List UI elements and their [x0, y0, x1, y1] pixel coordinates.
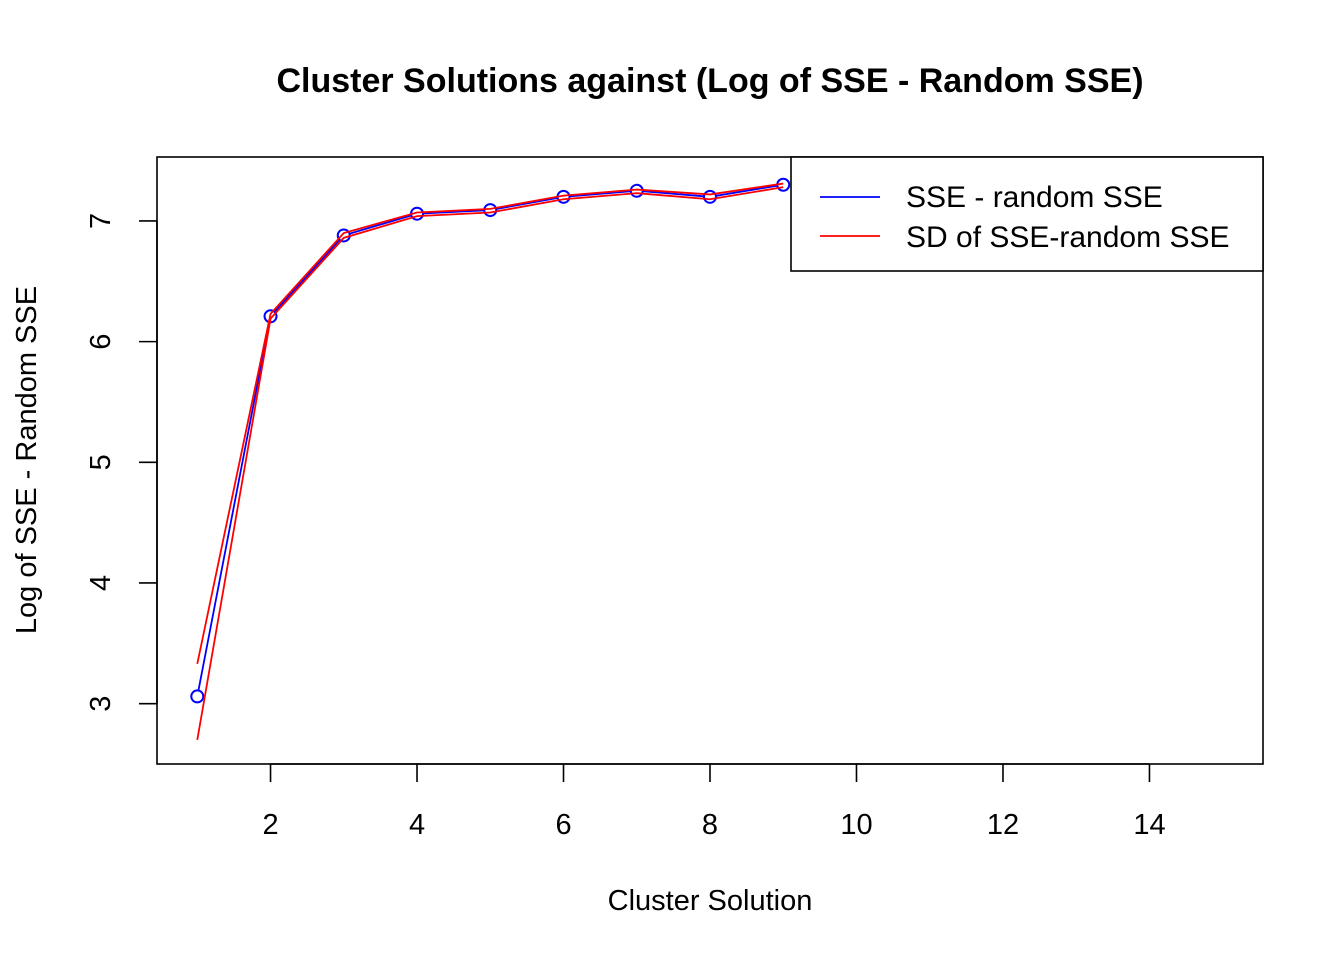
sd-lower-line	[196, 186, 784, 741]
data-point-sse	[703, 189, 717, 204]
data-point-sse	[483, 203, 498, 218]
y-tick-label: 5	[85, 454, 117, 470]
x-tick-label: 12	[987, 809, 1019, 841]
sd-upper-line	[196, 182, 784, 665]
series-line-sse	[196, 183, 784, 697]
legend-label-sd: SD of SSE-random SSE	[906, 221, 1229, 254]
y-axis: 3 4 5 6 7	[85, 213, 158, 712]
y-axis-label: Log of SSE - Random SSE	[11, 286, 43, 634]
chart-title: Cluster Solutions against (Log of SSE - …	[276, 62, 1143, 100]
y-tick-label: 7	[85, 213, 117, 229]
y-tick-label: 4	[85, 575, 117, 591]
legend-label-sse: SSE - random SSE	[906, 181, 1163, 214]
x-tick-label: 14	[1133, 809, 1165, 841]
x-tick-label: 10	[840, 809, 872, 841]
legend: SSE - random SSE SD of SSE-random SSE	[790, 156, 1264, 272]
x-tick-label: 6	[555, 809, 571, 841]
x-axis-label: Cluster Solution	[608, 885, 813, 917]
legend-box	[790, 156, 1264, 272]
x-tick-label: 8	[702, 809, 718, 841]
data-point-sse	[190, 689, 205, 704]
x-tick-label: 4	[409, 809, 425, 841]
y-tick-label: 3	[85, 696, 117, 712]
x-axis: 2 4 6 8 10 12 14	[262, 763, 1166, 841]
x-tick-label: 2	[262, 809, 278, 841]
y-tick-label: 6	[85, 334, 117, 350]
series-layer	[190, 177, 791, 741]
